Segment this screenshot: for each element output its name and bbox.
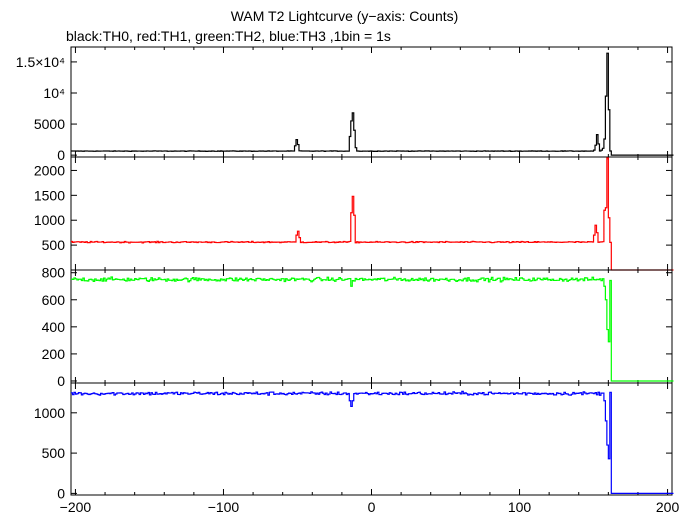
y-tick-label: 10⁴: [43, 85, 65, 101]
y-tick-label: 0: [57, 373, 65, 389]
panel-frame-th0: [70, 46, 673, 158]
y-tick-label: 1500: [34, 187, 65, 203]
y-tick-label: 0: [57, 147, 65, 163]
y-tick-label: 800: [42, 265, 66, 281]
x-tick-label: 200: [656, 499, 680, 515]
chart-subtitle: black:TH0, red:TH1, green:TH2, blue:TH3 …: [66, 28, 391, 44]
y-tick-label: 400: [42, 319, 66, 335]
chart-title: WAM T2 Lightcurve (y−axis: Counts): [230, 8, 459, 24]
panel-frame-th2: [70, 269, 673, 384]
panel-frame-th1: [70, 156, 673, 271]
x-tick-label: 0: [368, 499, 376, 515]
series-line-th1: [71, 157, 674, 271]
series-line-th3: [71, 390, 674, 494]
series-line-th0: [71, 52, 674, 156]
y-tick-label: 0: [57, 485, 65, 501]
x-tick-label: −100: [208, 499, 240, 515]
y-tick-label: 600: [42, 292, 66, 308]
series-line-th2: [71, 276, 674, 382]
y-tick-label: 1.5×10⁴: [16, 54, 65, 70]
y-tick-label: 500: [42, 237, 66, 253]
y-tick-label: 2000: [34, 162, 65, 178]
y-tick-label: 200: [42, 346, 66, 362]
y-tick-label: 500: [42, 445, 66, 461]
x-tick-label: 100: [508, 499, 532, 515]
panel-frame-th3: [70, 382, 673, 496]
y-tick-label: 1000: [34, 405, 65, 421]
y-tick-label: 1000: [34, 212, 65, 228]
y-tick-label: 5000: [34, 116, 65, 132]
x-tick-label: −200: [60, 499, 92, 515]
